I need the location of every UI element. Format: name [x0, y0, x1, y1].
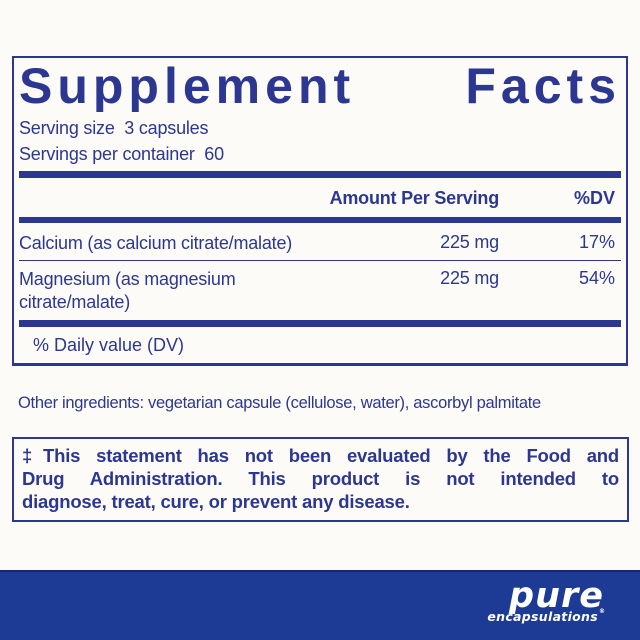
- nutrient-dv: 54%: [578, 268, 615, 288]
- nutrient-amount: 225 mg: [440, 268, 499, 288]
- brand-subtext-label: encapsulations: [487, 609, 598, 624]
- table-header-row: Amount Per Serving %DV: [19, 188, 621, 209]
- nutrient-name: Calcium (as calcium citrate/malate): [19, 233, 293, 253]
- fda-disclaimer-box: ‡This statement has not been evaluated b…: [12, 437, 629, 522]
- nutrient-dv: 17%: [578, 232, 615, 252]
- thin-row-divider: [19, 260, 621, 261]
- thick-divider-bottom: [19, 320, 621, 327]
- table-row-calcium: Calcium (as calcium citrate/malate) 225 …: [19, 232, 621, 255]
- nutrient-amount: 225 mg: [440, 232, 499, 252]
- dv-header: %DV: [573, 188, 615, 208]
- table-row-magnesium: Magnesium (as magnesium citrate/malate) …: [19, 268, 621, 314]
- servings-per-container-line: Servings per container 60: [19, 144, 224, 164]
- daily-value-footnote: % Daily value (DV): [33, 335, 185, 355]
- footer-brand-band: pure encapsulations®: [0, 570, 640, 640]
- thick-divider-header: [19, 217, 621, 223]
- nutrient-name: Magnesium (as magnesium citrate/malate): [19, 269, 236, 312]
- registered-trademark-icon: ®: [599, 608, 605, 615]
- other-ingredients-line: Other ingredients: vegetarian capsule (c…: [18, 394, 541, 412]
- panel-title: Supplement Facts: [19, 60, 621, 112]
- disclaimer-line-1: ‡This statement has not been evaluated b…: [22, 445, 619, 466]
- thick-divider-top: [19, 171, 621, 178]
- disclaimer-line-2: Drug Administration. This product is not…: [22, 468, 619, 489]
- brand-wordmark: pure: [509, 576, 604, 616]
- amount-per-serving-header: Amount Per Serving: [329, 188, 500, 208]
- brand-subtext: encapsulations®: [487, 608, 605, 624]
- supplement-facts-panel: Supplement Facts Serving size 3 capsules…: [12, 56, 628, 366]
- disclaimer-line-3: diagnose, treat, cure, or prevent any di…: [22, 491, 410, 512]
- serving-size-line: Serving size 3 capsules: [19, 118, 209, 138]
- brand-logo: pure encapsulations®: [487, 576, 605, 624]
